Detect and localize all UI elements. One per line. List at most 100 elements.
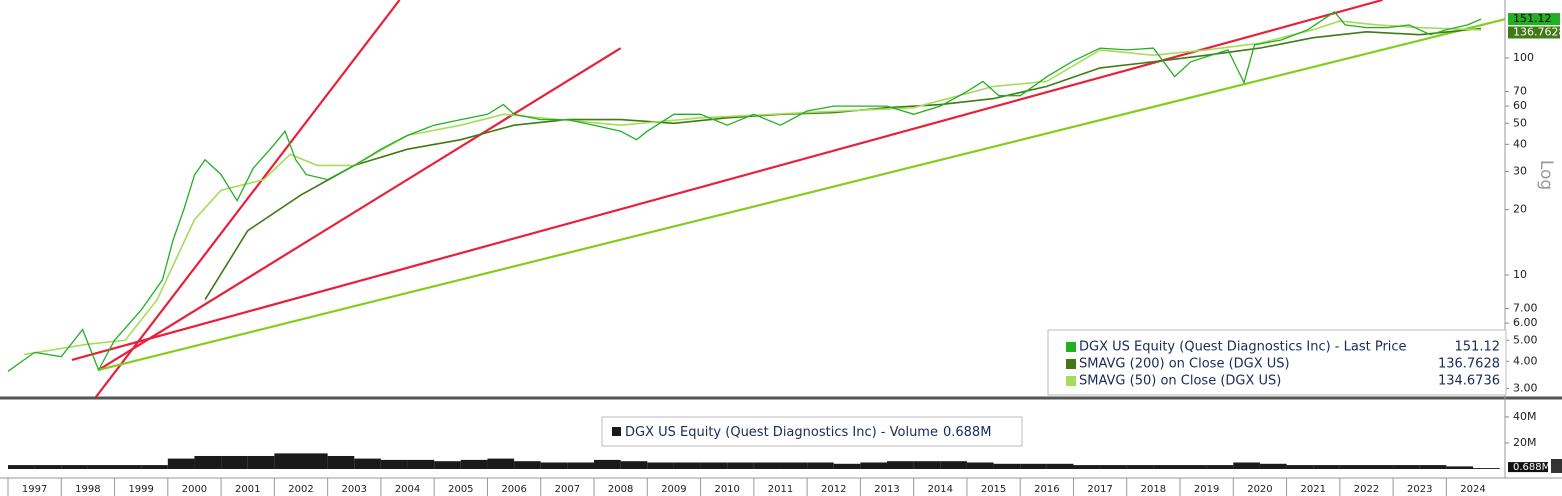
volume-bar (34, 465, 62, 469)
legend (601, 416, 1023, 447)
volume-bar (460, 459, 488, 469)
x-tick-label: 2016 (1034, 484, 1059, 495)
x-tick-label: 2012 (821, 484, 846, 495)
y-tick-label: 20 (1513, 203, 1527, 216)
volume-bar (753, 462, 781, 469)
volume-bar (301, 453, 328, 469)
x-tick-label: 2022 (1354, 484, 1379, 495)
last-value-tag (1508, 13, 1560, 26)
volume-bar (407, 459, 435, 469)
volume-bar (487, 458, 515, 469)
volume-bar (647, 462, 674, 469)
volume-bar (620, 461, 648, 469)
volume-bar (540, 462, 568, 469)
volume-bar (833, 463, 861, 469)
volume-bar (87, 465, 115, 469)
x-tick-label: 2008 (608, 484, 633, 495)
x-tick-label: 2005 (448, 484, 473, 495)
volume-bar (114, 465, 142, 469)
volume-bar (1446, 466, 1474, 469)
x-tick-label: 2007 (555, 484, 580, 495)
y-tick-label: 20M (1513, 436, 1537, 449)
y-tick-label: 6.00 (1513, 316, 1538, 329)
volume-bar (327, 455, 355, 469)
y-tick-label: 70 (1513, 85, 1527, 98)
last-value-label: 151.12 (1513, 12, 1552, 25)
legend-label: DGX US Equity (Quest Diagnostics Inc) - … (625, 425, 991, 440)
volume-bar (167, 458, 195, 469)
x-tick-label: 2019 (1194, 484, 1219, 495)
volume-bar (1180, 465, 1207, 469)
volume-bar (354, 458, 381, 469)
price-line (204, 27, 1482, 301)
x-tick-label: 2001 (235, 484, 260, 495)
volume-bar (966, 462, 994, 469)
corner-icon (1551, 459, 1562, 473)
volume-bar (194, 455, 222, 469)
volume-bar (1020, 463, 1047, 469)
trendline (97, 47, 622, 371)
legend-name: DGX US Equity (Quest Diagnostics Inc) - … (625, 425, 938, 440)
x-tick-label: 2021 (1300, 484, 1325, 495)
y-tick-label: 5.00 (1513, 333, 1538, 346)
x-tick-label: 2006 (501, 484, 526, 495)
y-tick-label: 40 (1513, 137, 1527, 150)
volume-bar (1233, 462, 1260, 469)
volume-bar (807, 462, 834, 469)
legend-value: 136.7628 (1438, 357, 1500, 372)
volume-bar (1206, 465, 1234, 469)
price-line (7, 11, 1482, 372)
volume-bar (860, 462, 888, 469)
legend-swatch (1066, 376, 1076, 386)
volume-bar (594, 459, 621, 469)
volume-bar (434, 461, 461, 469)
y-tick-label: 30 (1513, 164, 1527, 177)
legend-value: 151.12 (1455, 340, 1501, 355)
volume-bar (727, 462, 754, 469)
volume-bar (1339, 465, 1367, 469)
x-tick-label: 2020 (1247, 484, 1272, 495)
trendline (95, 0, 401, 398)
volume-bar (887, 461, 914, 469)
legend-label: SMAVG (50) on Close (DGX US) (1079, 374, 1281, 389)
x-tick-label: 2014 (928, 484, 953, 495)
legend-value: 134.6736 (1438, 374, 1500, 389)
volume-bar (1419, 465, 1447, 469)
volume-bar (380, 459, 408, 469)
volume-bar (1313, 465, 1340, 469)
legend-label: DGX US Equity (Quest Diagnostics Inc) - … (1079, 340, 1407, 355)
x-tick-label: 2023 (1407, 484, 1432, 495)
x-tick-label: 2024 (1460, 484, 1485, 495)
y-tick-label: 3.00 (1513, 381, 1538, 394)
legend-label: SMAVG (200) on Close (DGX US) (1079, 357, 1290, 372)
legend-swatch (1066, 359, 1076, 369)
last-value-label: 136.7628 (1513, 25, 1562, 38)
volume-bar (700, 462, 728, 469)
x-tick-label: 2013 (874, 484, 899, 495)
volume-bar (1046, 463, 1074, 469)
y-tick-label: 60 (1513, 99, 1527, 112)
y-tick-label: 10 (1513, 268, 1527, 281)
volume-bar (780, 462, 808, 469)
volume-bar (913, 461, 941, 469)
volume-bar (993, 463, 1021, 469)
last-value-tag (1508, 462, 1548, 473)
volume-bar (274, 453, 301, 469)
y-tick-label: 50 (1513, 116, 1527, 129)
volume-bar (61, 465, 88, 469)
volume-bar (1126, 465, 1154, 469)
x-tick-label: 2004 (395, 484, 420, 495)
legend (1047, 329, 1507, 396)
volume-bar (7, 465, 35, 469)
volume-bar (1153, 465, 1181, 469)
volume-bar (1366, 465, 1394, 469)
volume-bar (1259, 463, 1287, 469)
x-tick-label: 2017 (1087, 484, 1112, 495)
volume-bar (247, 455, 275, 469)
y-tick-label: 4.00 (1513, 354, 1538, 367)
x-tick-label: 2015 (981, 484, 1006, 495)
x-tick-label: 2009 (661, 484, 686, 495)
x-tick-label: 2000 (182, 484, 207, 495)
